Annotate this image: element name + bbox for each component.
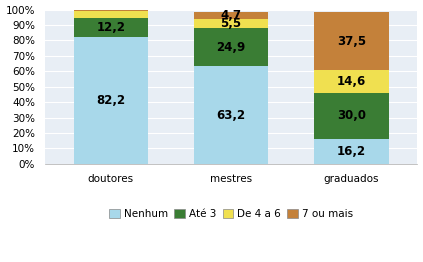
Bar (194, 12, 268, 19)
Legend: Nenhum, Até 3, De 4 a 6, 7 ou mais: Nenhum, Até 3, De 4 a 6, 7 ou mais (105, 205, 357, 223)
Bar (74, 18, 148, 37)
Bar (314, 92, 389, 139)
Text: 37,5: 37,5 (337, 35, 366, 48)
Bar (74, 37, 148, 164)
Bar (194, 28, 268, 66)
Text: 24,9: 24,9 (217, 41, 246, 54)
Bar (194, 19, 268, 28)
Bar (74, 9, 148, 12)
Text: 82,2: 82,2 (96, 94, 126, 107)
Text: 30,0: 30,0 (337, 109, 366, 122)
Text: 4,7: 4,7 (221, 9, 242, 22)
Bar (194, 66, 268, 164)
Bar (314, 12, 389, 70)
Bar (74, 12, 148, 18)
Text: 63,2: 63,2 (217, 108, 246, 122)
Text: 5,5: 5,5 (220, 17, 242, 30)
Text: 16,2: 16,2 (337, 145, 366, 158)
Bar (314, 70, 389, 92)
Text: 12,2: 12,2 (96, 21, 125, 34)
Bar (314, 139, 389, 164)
Text: 14,6: 14,6 (337, 75, 366, 88)
